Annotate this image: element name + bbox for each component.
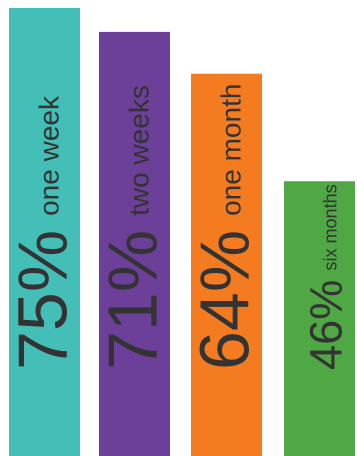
category-label-one-week: one week <box>34 95 65 216</box>
bar-label-one-week: 75% one week <box>4 95 82 370</box>
category-label-two-weeks: two weeks <box>124 85 155 216</box>
label-group-one-week: 75% one week <box>4 95 82 370</box>
value-label-two-weeks: 71% <box>94 230 172 370</box>
value-label-one-month: 64% <box>186 230 264 370</box>
bar-label-two-weeks: 71% two weeks <box>94 85 172 370</box>
label-group-one-month: 64% one month <box>186 84 264 370</box>
bar-labels: 75% one week 71% two weeks 64% one month 46% si… <box>4 84 352 370</box>
bar-six-months <box>284 181 355 456</box>
bar-label-six-months: 46% six months <box>301 184 352 370</box>
bars <box>9 8 355 456</box>
bar-one-month <box>191 73 262 456</box>
bar-two-weeks <box>99 31 170 456</box>
label-group-two-weeks: 71% two weeks <box>94 85 172 370</box>
value-label-one-week: 75% <box>4 230 82 370</box>
bar-label-one-month: 64% one month <box>186 84 264 370</box>
bar-one-week <box>9 8 80 456</box>
value-label-six-months: 46% <box>301 280 352 370</box>
category-label-one-month: one month <box>216 84 247 216</box>
category-label-six-months: six months <box>320 184 340 270</box>
label-group-six-months: 46% six months <box>301 184 352 370</box>
